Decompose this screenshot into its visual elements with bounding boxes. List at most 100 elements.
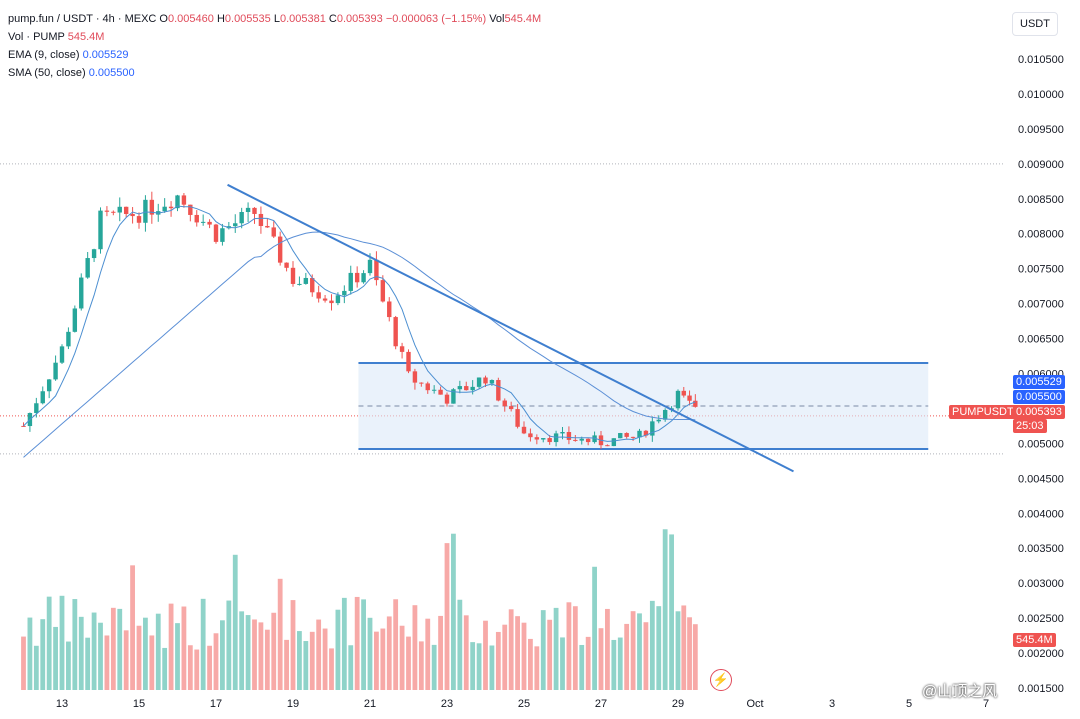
- candle-body: [380, 280, 386, 302]
- time-axis[interactable]: 13 15 17 19 21 23 25 27 29 Oct 3 5 7: [56, 698, 989, 710]
- price-tick-label: 0.007000: [1018, 299, 1064, 311]
- candle-body: [271, 227, 276, 237]
- candle-body: [200, 221, 206, 223]
- candle-body: [149, 199, 155, 215]
- volume-bar: [271, 612, 277, 690]
- candle-body: [367, 259, 373, 274]
- lightning-icon[interactable]: ⚡: [710, 669, 732, 691]
- candle-body: [66, 331, 71, 347]
- volume-bars: [21, 529, 698, 690]
- sma-value: 0.005500: [88, 67, 135, 79]
- volume-bar: [687, 617, 692, 690]
- time-tick-label: 17: [210, 698, 222, 710]
- volume-bar: [572, 606, 578, 690]
- price-tick-label: 0.004000: [1018, 508, 1064, 520]
- volume-bar: [611, 639, 617, 690]
- candle-body: [207, 221, 212, 225]
- price-tick-label: 0.004500: [1018, 473, 1064, 485]
- price-tick-label: 0.002000: [1018, 648, 1064, 660]
- candle-body: [496, 380, 501, 401]
- candle-body: [464, 386, 469, 391]
- sma-label: SMA (50, close): [8, 67, 86, 79]
- volume-bar: [656, 606, 662, 690]
- volume-bar: [393, 599, 399, 690]
- volume-bar: [252, 619, 257, 690]
- volume-bar: [605, 608, 610, 690]
- volume-bar: [213, 633, 219, 690]
- legend-volume-row[interactable]: Vol · PUMP 545.4M: [8, 28, 541, 46]
- candle-body: [693, 400, 698, 407]
- volume-bar: [264, 629, 270, 690]
- close-value: 0.005393: [336, 13, 383, 25]
- volume-indicator-label: Vol · PUMP: [8, 31, 65, 43]
- low-label: L: [273, 13, 280, 25]
- volume-bar: [130, 565, 135, 690]
- candle-body: [675, 390, 681, 409]
- candle-body: [233, 223, 238, 227]
- volume-bar: [463, 615, 469, 690]
- legend-ema-row[interactable]: EMA (9, close) 0.005529: [8, 46, 541, 64]
- volume-bar: [662, 529, 668, 690]
- volume-bar: [617, 637, 623, 690]
- candle-body: [585, 438, 591, 443]
- volume-bar: [33, 645, 39, 690]
- volume-bar: [329, 648, 334, 690]
- candle-body: [265, 225, 270, 228]
- candle-body: [489, 380, 495, 384]
- volume-bar: [175, 623, 180, 690]
- candle-body: [72, 308, 78, 332]
- candle-body: [98, 210, 103, 250]
- volume-bar: [46, 596, 52, 690]
- candle-body: [277, 236, 283, 263]
- axis-currency-button[interactable]: USDT: [1012, 12, 1058, 36]
- legend-sma-row[interactable]: SMA (50, close) 0.005500: [8, 64, 541, 82]
- candle-body: [79, 277, 84, 309]
- time-tick-label: 7: [983, 698, 989, 710]
- candle-body: [650, 421, 655, 436]
- volume-bar: [72, 599, 78, 690]
- ema-line: [23, 205, 696, 442]
- candle-body: [245, 207, 251, 213]
- candle-body: [451, 389, 456, 404]
- candle-body: [322, 298, 328, 301]
- volume-bar: [374, 631, 379, 690]
- time-tick-label: 23: [441, 698, 453, 710]
- volume-bar: [534, 646, 540, 690]
- volume-bar: [361, 599, 366, 690]
- symbol-label[interactable]: pump.fun / USDT · 4h · MEXC: [8, 13, 157, 25]
- candle-body: [111, 211, 116, 213]
- candle-body: [618, 433, 623, 439]
- volume-bar: [194, 649, 200, 690]
- volume-bar: [431, 644, 437, 690]
- volume-bar: [123, 630, 129, 690]
- vol-value: 545.4M: [504, 13, 542, 25]
- volume-bar: [277, 578, 283, 690]
- volume-bar: [399, 625, 405, 690]
- candle-body: [399, 346, 405, 352]
- price-tick-label: 0.010000: [1018, 89, 1064, 101]
- volume-bar: [681, 605, 687, 690]
- price-axis[interactable]: 0.010500 0.010000 0.009500 0.009000 0.008500…: [1018, 54, 1064, 695]
- volume-bar: [21, 636, 26, 690]
- volume-bar: [502, 624, 508, 690]
- volume-bar: [187, 645, 193, 690]
- volume-bar: [117, 608, 123, 690]
- candle-body: [541, 438, 546, 440]
- volume-bar: [155, 613, 161, 690]
- volume-bar: [226, 600, 232, 690]
- volume-bar: [489, 645, 495, 690]
- candle-body: [290, 267, 296, 284]
- price-tick-label: 0.009500: [1018, 124, 1064, 136]
- descending-trendline[interactable]: [227, 183, 794, 473]
- candle-body: [374, 259, 379, 281]
- candle-body: [123, 206, 129, 214]
- candle-body: [175, 195, 180, 209]
- volume-bar: [630, 611, 636, 690]
- price-tick-label: 0.002500: [1018, 613, 1064, 625]
- volume-bar: [341, 597, 347, 690]
- price-tick-label: 0.006500: [1018, 334, 1064, 346]
- time-tick-label: 29: [672, 698, 684, 710]
- volume-bar: [284, 639, 289, 690]
- volume-bar: [66, 641, 71, 690]
